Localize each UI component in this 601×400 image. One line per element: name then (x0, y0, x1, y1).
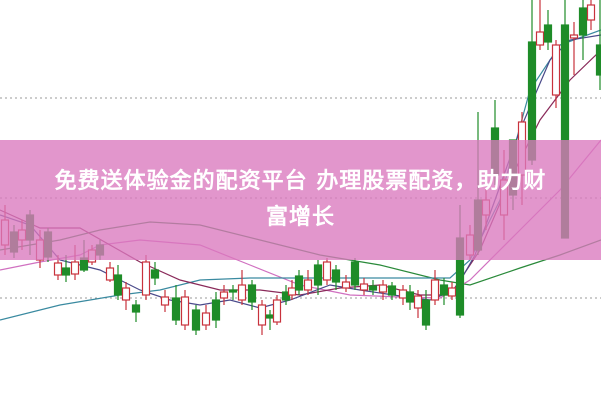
candle-body (368, 285, 378, 291)
candle-body (398, 289, 408, 299)
candle-body (595, 44, 601, 76)
candle-body (121, 287, 131, 301)
title-line-1: 免费送体验金的配资平台 办理股票配资，助力财 (54, 169, 547, 194)
candle-body (430, 279, 440, 301)
candle-body (237, 284, 247, 301)
candle-body (180, 296, 190, 326)
candle-body (350, 261, 360, 286)
candle-body (447, 287, 457, 297)
candle-body (287, 287, 297, 296)
candle-body (387, 285, 397, 296)
candle-body (378, 284, 388, 293)
candle-body (281, 291, 291, 301)
candle-body (331, 269, 341, 283)
candle-body (569, 34, 579, 39)
candle-body (551, 44, 561, 96)
candle-body (70, 261, 80, 275)
candle-body (61, 267, 71, 276)
candle-body (413, 295, 423, 309)
candle-body (294, 275, 304, 291)
candle-body (131, 304, 141, 313)
candle-body (405, 291, 415, 303)
candle-body (150, 269, 160, 279)
title-line-2: 富增长 (265, 205, 335, 230)
candle-body (535, 31, 545, 46)
candle-body (439, 284, 449, 296)
candle-body (341, 281, 351, 289)
candle-body (105, 267, 115, 281)
title-banner: 免费送体验金的配资平台 办理股票配资，助力财 富增长 (0, 140, 601, 260)
candle-body (141, 261, 151, 296)
candle-body (201, 312, 211, 326)
candle-body (272, 299, 282, 323)
candle-body (219, 291, 229, 299)
candle-body (257, 304, 267, 326)
candle-body (211, 299, 221, 321)
candle-body (160, 296, 170, 306)
candle-body (313, 264, 323, 286)
candle-body (421, 299, 431, 326)
candle-body (247, 284, 257, 303)
candle-body (53, 262, 63, 276)
candle-body (265, 314, 275, 319)
candle-body (543, 24, 553, 43)
candle-body (228, 289, 238, 293)
candle-body (578, 7, 588, 36)
candle-body (303, 279, 313, 291)
candle-body (191, 309, 201, 331)
candle-body (171, 297, 181, 321)
candle-body (322, 261, 332, 281)
candle-body (113, 274, 123, 296)
candle-body (359, 283, 369, 291)
candle-body (586, 4, 596, 21)
